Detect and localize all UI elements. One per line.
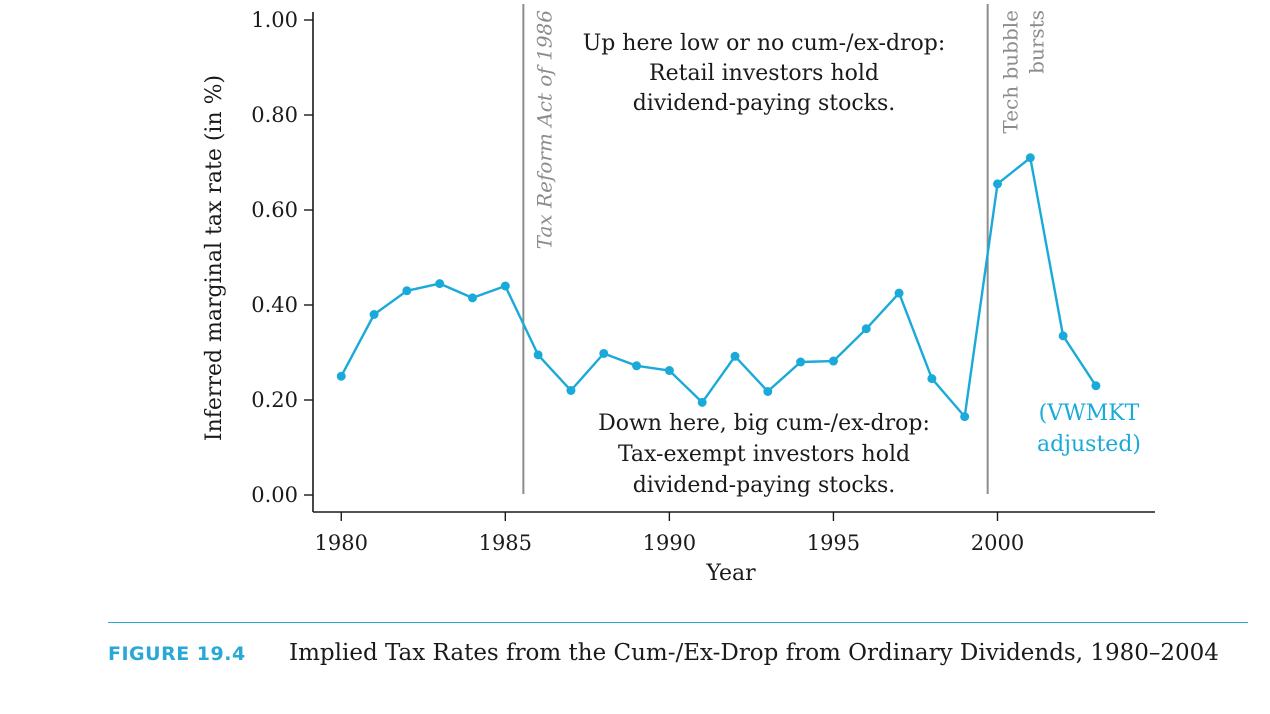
data-point xyxy=(730,351,740,361)
data-point xyxy=(894,288,904,298)
data-point xyxy=(927,374,937,384)
series-label-line: (VWMKT xyxy=(1039,401,1140,426)
y-tick-label: 0.60 xyxy=(251,198,298,222)
data-point xyxy=(500,281,510,291)
data-point xyxy=(1058,331,1068,341)
x-tick-label: 2000 xyxy=(971,531,1024,555)
y-tick-label: 1.00 xyxy=(251,8,298,32)
series-label-line: adjusted) xyxy=(1037,432,1141,457)
bottom-annotation-line: Down here, big cum-/ex-drop: xyxy=(598,411,930,436)
tech-bubble-label-line2: bursts xyxy=(1025,10,1049,74)
data-point xyxy=(1091,381,1101,391)
figure-label: FIGURE 19.4 xyxy=(108,643,246,665)
data-point xyxy=(402,286,412,296)
data-point xyxy=(960,412,970,422)
x-axis-label: Year xyxy=(705,561,756,586)
data-point xyxy=(861,324,871,334)
figure-title: Implied Tax Rates from the Cum-/Ex-Drop … xyxy=(289,640,1219,666)
series-layer xyxy=(336,153,1101,422)
chart: 0.00 0.20 0.40 0.60 0.80 1.00 1980 1985 1990 1995… xyxy=(202,4,1155,586)
annotations: Up here low or no cum-/ex-drop: Retail in… xyxy=(583,31,1141,498)
caption-rule xyxy=(108,622,1248,623)
data-point xyxy=(566,386,576,395)
vertical-markers: Tax Reform Act of 1986 Tech bubble bursts xyxy=(522,4,1049,494)
y-tick-label: 0.40 xyxy=(251,293,298,317)
data-point xyxy=(664,366,674,376)
top-annotation-line: Retail investors hold xyxy=(649,61,879,86)
bottom-annotation-line: dividend-paying stocks. xyxy=(633,473,896,498)
data-point xyxy=(533,350,543,360)
tech-bubble-label-line1: Tech bubble xyxy=(999,10,1023,134)
y-tick-label: 0.00 xyxy=(251,483,298,507)
data-point xyxy=(369,310,379,319)
y-tick-label: 0.80 xyxy=(251,103,298,127)
y-axis-label: Inferred marginal tax rate (in %) xyxy=(202,75,227,441)
data-point xyxy=(796,357,806,367)
data-point xyxy=(632,361,642,371)
x-tick-label: 1980 xyxy=(315,531,368,555)
x-tick-label: 1990 xyxy=(643,531,696,555)
data-point xyxy=(828,356,838,366)
axes: 0.00 0.20 0.40 0.60 0.80 1.00 1980 1985 1990 1995… xyxy=(202,8,1155,586)
data-point xyxy=(993,179,1002,189)
bottom-annotation-line: Tax-exempt investors hold xyxy=(618,442,910,467)
data-point xyxy=(336,371,346,381)
series-line xyxy=(340,156,1097,418)
tax-reform-label: Tax Reform Act of 1986 xyxy=(532,10,556,250)
x-tick-label: 1995 xyxy=(807,531,860,555)
data-point xyxy=(599,348,609,358)
data-point xyxy=(1025,153,1035,163)
x-tick-label: 1985 xyxy=(479,531,532,555)
top-annotation-line: dividend-paying stocks. xyxy=(633,91,896,116)
data-point xyxy=(468,293,477,303)
data-point xyxy=(763,386,773,396)
data-point xyxy=(435,279,445,289)
y-tick-label: 0.20 xyxy=(251,388,298,412)
top-annotation-line: Up here low or no cum-/ex-drop: xyxy=(583,31,946,56)
data-point xyxy=(697,397,707,407)
